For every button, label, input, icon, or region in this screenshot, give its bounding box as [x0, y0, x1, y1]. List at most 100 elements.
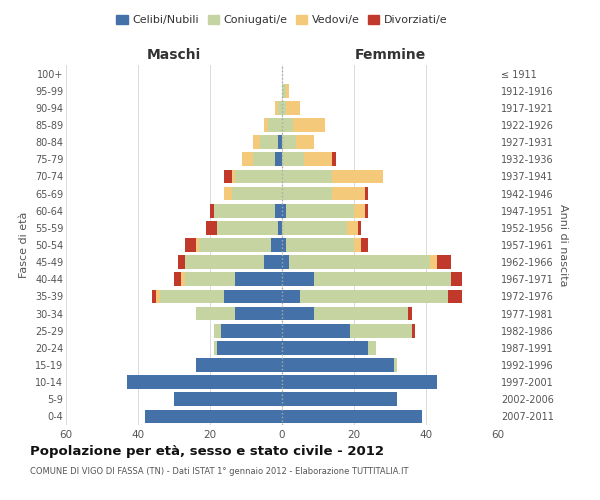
Bar — [448, 290, 462, 304]
Bar — [282, 186, 332, 200]
Bar — [282, 306, 314, 320]
Text: Maschi: Maschi — [147, 48, 201, 62]
Bar — [278, 101, 282, 114]
Bar — [282, 136, 296, 149]
Bar — [365, 186, 368, 200]
Bar — [293, 118, 325, 132]
Bar — [350, 324, 412, 338]
Bar — [282, 238, 286, 252]
Bar — [242, 152, 253, 166]
Bar — [282, 152, 304, 166]
Bar — [214, 204, 275, 218]
Bar — [271, 238, 282, 252]
Y-axis label: Fasce di età: Fasce di età — [19, 212, 29, 278]
Bar — [282, 170, 332, 183]
Legend: Celibi/Nubili, Coniugati/e, Vedovi/e, Divorziati/e: Celibi/Nubili, Coniugati/e, Vedovi/e, Di… — [112, 10, 452, 30]
Bar — [282, 376, 437, 389]
Bar — [286, 204, 354, 218]
Bar — [217, 341, 282, 354]
Bar — [282, 324, 350, 338]
Bar — [437, 256, 451, 269]
Bar — [152, 290, 156, 304]
Bar — [260, 136, 278, 149]
Bar — [214, 324, 221, 338]
Bar — [221, 324, 282, 338]
Text: Femmine: Femmine — [355, 48, 425, 62]
Bar — [217, 221, 278, 234]
Bar — [408, 306, 412, 320]
Bar — [253, 136, 260, 149]
Bar — [332, 152, 336, 166]
Bar — [358, 221, 361, 234]
Bar — [354, 238, 361, 252]
Bar — [235, 306, 282, 320]
Bar — [206, 221, 217, 234]
Bar — [232, 170, 235, 183]
Bar — [275, 152, 282, 166]
Bar — [264, 256, 282, 269]
Bar — [289, 256, 430, 269]
Bar — [174, 272, 181, 286]
Bar — [174, 392, 282, 406]
Bar — [127, 376, 282, 389]
Bar — [430, 256, 437, 269]
Bar — [314, 272, 451, 286]
Bar — [412, 324, 415, 338]
Bar — [332, 186, 365, 200]
Bar — [314, 306, 408, 320]
Bar — [185, 272, 235, 286]
Bar — [156, 290, 160, 304]
Bar — [196, 238, 199, 252]
Bar — [235, 272, 282, 286]
Bar — [282, 410, 422, 424]
Bar — [264, 118, 268, 132]
Text: COMUNE DI VIGO DI FASSA (TN) - Dati ISTAT 1° gennaio 2012 - Elaborazione TUTTITA: COMUNE DI VIGO DI FASSA (TN) - Dati ISTA… — [30, 468, 409, 476]
Bar — [282, 118, 293, 132]
Bar — [368, 341, 376, 354]
Bar — [347, 221, 358, 234]
Bar — [365, 204, 368, 218]
Bar — [278, 221, 282, 234]
Bar — [361, 238, 368, 252]
Bar — [394, 358, 397, 372]
Bar — [268, 118, 282, 132]
Bar — [199, 238, 271, 252]
Bar — [275, 101, 278, 114]
Bar — [282, 84, 286, 98]
Bar — [304, 152, 332, 166]
Bar — [224, 290, 282, 304]
Bar — [196, 358, 282, 372]
Bar — [354, 204, 365, 218]
Bar — [451, 272, 462, 286]
Bar — [286, 238, 354, 252]
Bar — [224, 186, 232, 200]
Bar — [282, 101, 286, 114]
Bar — [282, 221, 347, 234]
Bar — [282, 290, 300, 304]
Bar — [296, 136, 314, 149]
Bar — [253, 152, 275, 166]
Bar — [181, 272, 185, 286]
Bar — [332, 170, 383, 183]
Bar — [224, 170, 232, 183]
Bar — [282, 272, 314, 286]
Y-axis label: Anni di nascita: Anni di nascita — [557, 204, 568, 286]
Bar — [185, 238, 196, 252]
Bar — [232, 186, 282, 200]
Bar — [178, 256, 185, 269]
Bar — [235, 170, 282, 183]
Bar — [282, 392, 397, 406]
Bar — [214, 341, 217, 354]
Text: Popolazione per età, sesso e stato civile - 2012: Popolazione per età, sesso e stato civil… — [30, 445, 384, 458]
Bar — [210, 204, 214, 218]
Bar — [278, 136, 282, 149]
Bar — [286, 84, 289, 98]
Bar — [286, 101, 300, 114]
Bar — [282, 204, 286, 218]
Bar — [282, 341, 368, 354]
Bar — [185, 256, 264, 269]
Bar — [196, 306, 235, 320]
Bar — [145, 410, 282, 424]
Bar — [300, 290, 448, 304]
Bar — [282, 256, 289, 269]
